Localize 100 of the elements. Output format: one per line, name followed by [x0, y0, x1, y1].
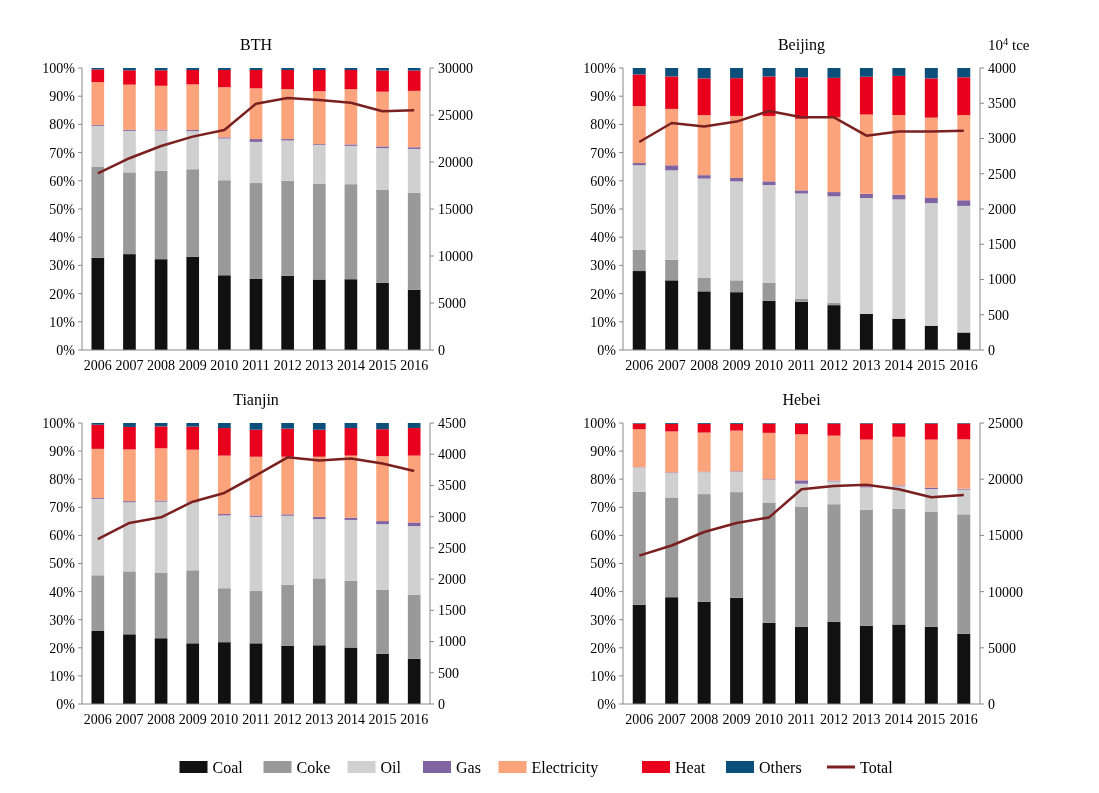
x-tick-label: 2013: [305, 712, 334, 727]
chart-title: Tianjin: [233, 391, 279, 409]
y-tick-label: 80%: [590, 472, 617, 488]
x-tick-label: 2010: [755, 712, 784, 727]
x-tick-label: 2010: [210, 712, 239, 727]
x-tick-label: 2015: [917, 712, 946, 727]
legend-label: Electricity: [531, 758, 599, 777]
y-tick-label: 60%: [590, 528, 617, 544]
x-tick-label: 2013: [852, 358, 881, 373]
x-tick-label: 2011: [242, 358, 270, 373]
y2-tick-label: 20000: [988, 472, 1023, 488]
y2-tick-label: 2500: [988, 166, 1016, 182]
y2-tick-label: 3000: [438, 509, 466, 525]
y2-tick-label: 4500: [438, 415, 466, 431]
x-tick-label: 2006: [83, 712, 112, 727]
x-tick-label: 2012: [819, 712, 848, 727]
x-tick-label: 2007: [657, 712, 686, 727]
y2-tick-label: 4000: [988, 60, 1016, 76]
y2-tick-label: 3500: [988, 96, 1016, 112]
y2-tick-label: 0: [988, 696, 995, 712]
y-tick-label: 60%: [49, 528, 76, 544]
x-tick-label: 2016: [400, 358, 429, 373]
y-tick-label: 80%: [49, 117, 76, 133]
x-tick-label: 2006: [625, 358, 654, 373]
x-tick-label: 2009: [722, 358, 751, 373]
x-tick-label: 2009: [722, 712, 751, 727]
y2-tick-label: 3000: [988, 131, 1016, 147]
y-tick-label: 40%: [590, 230, 617, 246]
y-tick-label: 40%: [590, 584, 617, 600]
y-tick-label: 90%: [590, 89, 617, 105]
legend-label: Others: [759, 758, 802, 776]
y-tick-label: 80%: [590, 117, 617, 133]
x-tick-label: 2010: [210, 358, 239, 373]
x-tick-label: 2011: [787, 712, 816, 727]
x-tick-label: 2014: [884, 712, 913, 727]
y-tick-label: 20%: [49, 286, 76, 302]
y2-tick-label: 10000: [988, 584, 1023, 600]
y-tick-label: 50%: [49, 201, 76, 217]
y2-tick-label: 0: [438, 342, 445, 358]
x-tick-label: 2013: [305, 358, 334, 373]
x-tick-label: 2012: [273, 712, 302, 727]
x-tick-label: 2013: [852, 712, 881, 727]
x-tick-label: 2008: [147, 712, 176, 727]
y2-tick-label: 15000: [438, 201, 473, 217]
y-tick-label: 60%: [49, 173, 76, 189]
x-tick-label: 2014: [336, 358, 365, 373]
y-tick-label: 10%: [590, 668, 617, 684]
x-tick-label: 2006: [83, 358, 112, 373]
y2-tick-label: 500: [438, 665, 459, 681]
y-tick-label: 60%: [590, 173, 617, 189]
y2-tick-label: 30000: [438, 60, 473, 76]
legend-label: Gas: [456, 758, 481, 776]
x-tick-label: 2008: [690, 712, 719, 727]
y-tick-label: 100%: [42, 415, 76, 431]
y-tick-label: 100%: [583, 415, 617, 431]
y2-tick-label: 5000: [988, 640, 1016, 656]
y-tick-label: 20%: [49, 640, 76, 656]
y2-tick-label: 20000: [438, 154, 473, 170]
y-tick-label: 10%: [49, 668, 76, 684]
y-tick-label: 90%: [49, 89, 76, 105]
legend-label: Heat: [675, 758, 706, 776]
x-tick-label: 2012: [273, 358, 302, 373]
chart-title: Beijing: [777, 36, 826, 54]
y2-tick-label: 2000: [988, 201, 1016, 217]
x-tick-label: 2010: [755, 358, 784, 373]
x-tick-label: 2016: [400, 712, 429, 727]
y-tick-label: 30%: [590, 258, 617, 274]
legend-label: Coal: [212, 758, 244, 776]
y-tick-label: 0%: [597, 696, 617, 712]
y-tick-label: 80%: [49, 472, 76, 488]
x-tick-label: 2006: [625, 712, 654, 727]
y-tick-label: 70%: [49, 500, 76, 516]
x-tick-label: 2007: [115, 358, 144, 373]
y-tick-label: 30%: [49, 612, 76, 628]
chart-title: Hebei: [782, 391, 822, 408]
y-tick-label: 40%: [49, 230, 76, 246]
y2-tick-label: 15000: [988, 528, 1023, 544]
y2-tick-label: 4000: [438, 447, 466, 463]
y-tick-label: 100%: [42, 60, 76, 76]
x-tick-label: 2008: [147, 358, 176, 373]
y2-tick-label: 0: [438, 696, 445, 712]
y2-tick-label: 25000: [988, 415, 1023, 431]
chart-title: BTH: [240, 36, 273, 53]
x-tick-label: 2016: [949, 358, 978, 373]
y-tick-label: 30%: [49, 258, 76, 274]
x-tick-label: 2015: [368, 712, 397, 727]
y-tick-label: 30%: [590, 612, 617, 628]
y-tick-label: 10%: [590, 314, 617, 330]
x-tick-label: 2011: [787, 358, 816, 373]
legend-label: Coke: [296, 758, 331, 776]
y2-tick-label: 1000: [988, 272, 1016, 288]
y-tick-label: 10%: [49, 314, 76, 330]
y-tick-label: 70%: [49, 145, 76, 161]
x-tick-label: 2008: [690, 358, 719, 373]
y-tick-label: 70%: [590, 500, 617, 516]
y-tick-label: 70%: [590, 145, 617, 161]
y-tick-label: 50%: [590, 201, 617, 217]
y-tick-label: 0%: [597, 342, 617, 358]
y2-axis-title: 10$^{4}$ tce: [988, 35, 1030, 53]
y2-tick-label: 1000: [438, 634, 466, 650]
